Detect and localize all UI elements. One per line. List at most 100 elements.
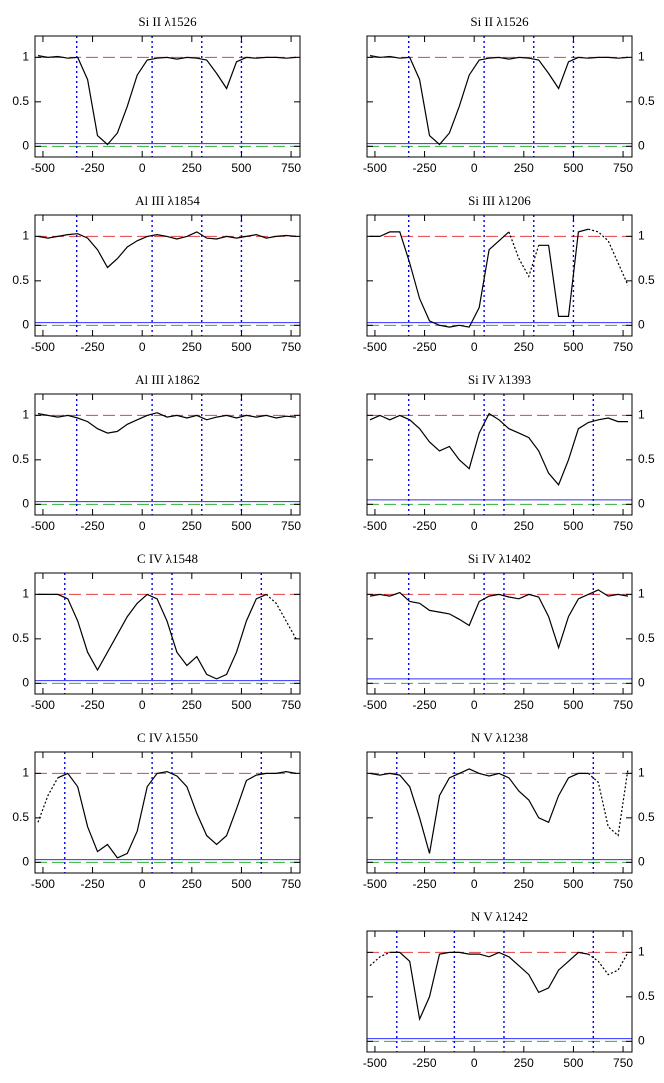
x-tick-label: 250 [514, 519, 534, 533]
x-tick-label: -500 [363, 161, 387, 175]
x-tick-label: 500 [231, 519, 251, 533]
x-tick-label: 0 [139, 519, 146, 533]
x-tick-label: -250 [81, 340, 105, 354]
panel: C IV λ1548 -500 -250 0 250 500 750 0 0.5 1 [12, 551, 301, 712]
y-tick-label: 0 [22, 317, 29, 331]
spectrum [369, 55, 629, 146]
x-tick-label: 250 [182, 519, 202, 533]
x-tick-label: -500 [31, 877, 55, 891]
spectrum [389, 951, 589, 1022]
x-tick-label: -500 [363, 519, 387, 533]
x-tick-label: -500 [363, 340, 387, 354]
x-tick-label: 500 [231, 698, 251, 712]
x-tick-label: 750 [613, 698, 633, 712]
panel: Si IV λ1402 -500 -250 0 250 500 750 0 0.5 1 [363, 551, 655, 712]
x-tick-label: 250 [182, 877, 202, 891]
plot-frame [366, 751, 633, 874]
x-tick-label: 0 [471, 161, 478, 175]
y-tick-label: 1 [638, 587, 645, 601]
x-tick-label: -250 [413, 340, 437, 354]
y-tick-label: 1 [638, 50, 645, 64]
y-tick-label: 1 [638, 408, 645, 422]
plot-frame [366, 393, 633, 516]
panel-title: Si III λ1206 [468, 193, 531, 208]
plot-frame [366, 35, 633, 158]
x-tick-label: 0 [139, 698, 146, 712]
x-tick-label: -250 [81, 877, 105, 891]
y-tick-label: 0.5 [638, 989, 655, 1003]
spectrum [369, 951, 629, 976]
y-tick-label: 1 [638, 229, 645, 243]
y-tick-label: 0 [638, 138, 645, 152]
x-tick-label: -250 [413, 1056, 437, 1070]
y-tick-label: 1 [638, 766, 645, 780]
x-tick-label: 500 [231, 877, 251, 891]
x-tick-label: -500 [31, 698, 55, 712]
y-tick-label: 0 [638, 496, 645, 510]
x-tick-label: 500 [231, 340, 251, 354]
spectrum [57, 770, 297, 859]
x-tick-label: 500 [563, 877, 583, 891]
y-tick-label: 1 [22, 229, 29, 243]
panel-title: C IV λ1548 [137, 551, 198, 566]
plot-frame [366, 214, 633, 337]
x-tick-label: -500 [31, 519, 55, 533]
y-tick-label: 0.5 [12, 273, 29, 287]
panel-title: Si IV λ1393 [468, 372, 531, 387]
plot-frame [34, 572, 301, 695]
x-tick-label: 500 [563, 1056, 583, 1070]
x-tick-label: 0 [471, 698, 478, 712]
x-tick-label: -500 [363, 1056, 387, 1070]
panel: N V λ1242 -500 -250 0 250 500 750 0 0.5 1 [363, 909, 655, 1070]
panel-title: C IV λ1550 [137, 730, 198, 745]
y-tick-label: 0.5 [638, 273, 655, 287]
y-tick-label: 0.5 [12, 94, 29, 108]
x-tick-label: 500 [563, 698, 583, 712]
x-tick-label: 750 [281, 519, 301, 533]
y-tick-label: 0.5 [638, 810, 655, 824]
panel-title: Si II λ1526 [138, 14, 197, 29]
x-tick-label: 0 [471, 1056, 478, 1070]
x-tick-label: -500 [363, 877, 387, 891]
y-tick-label: 1 [638, 945, 645, 959]
x-tick-label: 250 [514, 1056, 534, 1070]
x-tick-label: 250 [514, 877, 534, 891]
spectrum [37, 777, 59, 823]
panel: Si II λ1526 -500 -250 0 250 500 750 0 0.5 1 [363, 14, 655, 175]
spectrum [265, 593, 297, 640]
x-tick-label: -250 [81, 698, 105, 712]
x-tick-label: 0 [139, 877, 146, 891]
y-tick-label: 0.5 [638, 94, 655, 108]
x-tick-label: -250 [413, 519, 437, 533]
x-tick-label: 750 [281, 161, 301, 175]
x-tick-label: 250 [182, 161, 202, 175]
x-tick-label: -250 [413, 877, 437, 891]
spectrum [369, 412, 628, 486]
y-tick-label: 0 [638, 675, 645, 689]
plot-frame [34, 214, 301, 337]
y-tick-label: 1 [22, 408, 29, 422]
y-tick-label: 0 [638, 854, 645, 868]
spectrum [369, 589, 629, 650]
y-tick-label: 0 [22, 675, 29, 689]
y-tick-label: 0.5 [12, 631, 29, 645]
panel: Si III λ1206 -500 -250 0 250 500 750 0 0.5 1 [363, 193, 655, 354]
plot-frame [34, 393, 301, 516]
panel-title: N V λ1238 [471, 730, 528, 745]
x-tick-label: 750 [613, 161, 633, 175]
x-tick-label: 250 [514, 340, 534, 354]
panel-title: Al III λ1854 [135, 193, 200, 208]
panel: Al III λ1862 -500 -250 0 250 500 750 0 0.5 1 [12, 372, 301, 533]
x-tick-label: 0 [471, 519, 478, 533]
x-tick-label: 750 [281, 340, 301, 354]
panel-title: Al III λ1862 [135, 372, 200, 387]
spectrum [38, 593, 267, 680]
y-tick-label: 0.5 [638, 452, 655, 466]
spectrum [369, 768, 589, 854]
x-tick-label: 750 [281, 698, 301, 712]
y-tick-label: 1 [22, 50, 29, 64]
y-tick-label: 0 [22, 496, 29, 510]
y-tick-label: 0 [22, 854, 29, 868]
panel-title: Si II λ1526 [470, 14, 529, 29]
panel: Al III λ1854 -500 -250 0 250 500 750 0 0.5 1 [12, 193, 301, 354]
